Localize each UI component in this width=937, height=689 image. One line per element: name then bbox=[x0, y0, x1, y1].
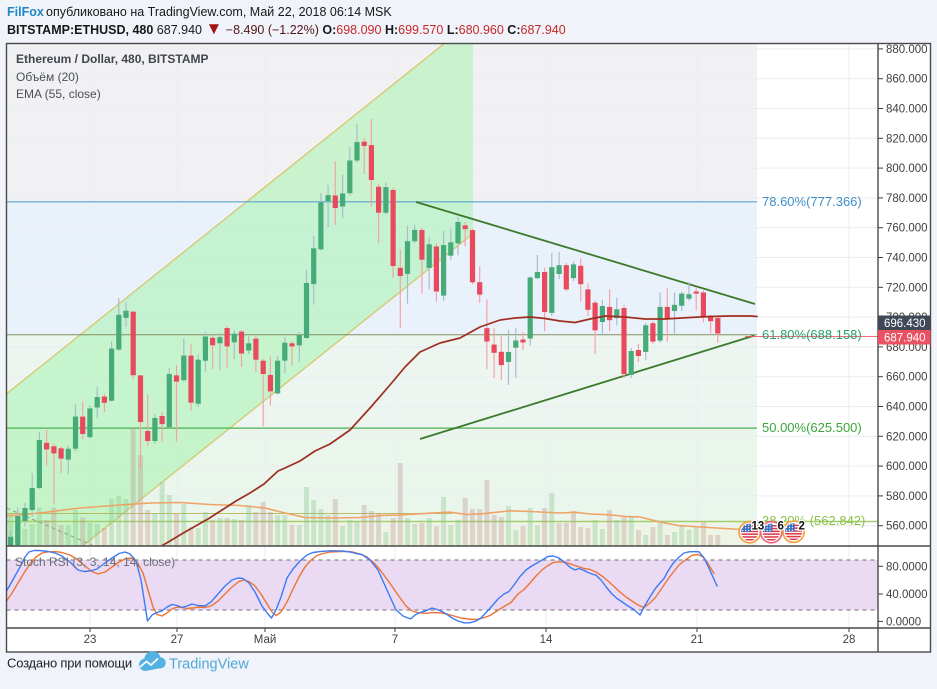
svg-text:TradingView: TradingView bbox=[169, 657, 249, 673]
svg-text:EMA (55, close): EMA (55, close) bbox=[16, 87, 101, 101]
svg-text:14: 14 bbox=[540, 634, 553, 646]
svg-text:опубликовано на TradingView.co: опубликовано на TradingView.com, Май 22,… bbox=[46, 5, 392, 19]
svg-text:Stoch RSI (3, 3, 14, 14, close: Stoch RSI (3, 3, 14, 14, close) bbox=[15, 555, 175, 569]
svg-text:Май: Май bbox=[254, 634, 277, 646]
svg-text:696.430: 696.430 bbox=[884, 318, 926, 330]
svg-text:560.000: 560.000 bbox=[886, 521, 928, 533]
svg-text:Ethereum / Dollar, 480, BITSTA: Ethereum / Dollar, 480, BITSTAMP bbox=[16, 52, 209, 66]
svg-text:720.000: 720.000 bbox=[886, 282, 928, 294]
svg-text:23: 23 bbox=[84, 634, 97, 646]
svg-text:660.000: 660.000 bbox=[886, 372, 928, 384]
svg-text:600.000: 600.000 bbox=[886, 461, 928, 473]
svg-text:860.000: 860.000 bbox=[886, 74, 928, 86]
svg-text:820.000: 820.000 bbox=[886, 133, 928, 145]
svg-text:640.000: 640.000 bbox=[886, 402, 928, 414]
svg-text:760.000: 760.000 bbox=[886, 223, 928, 235]
svg-text:740.000: 740.000 bbox=[886, 253, 928, 265]
svg-text:61.80%(688.158): 61.80%(688.158) bbox=[762, 327, 862, 342]
svg-text:7: 7 bbox=[392, 634, 398, 646]
svg-text:780.000: 780.000 bbox=[886, 193, 928, 205]
svg-text:6: 6 bbox=[778, 521, 784, 533]
svg-text:580.000: 580.000 bbox=[886, 491, 928, 503]
svg-text:620.000: 620.000 bbox=[886, 431, 928, 443]
svg-text:50.00%(625.500): 50.00%(625.500) bbox=[762, 420, 862, 435]
svg-text:Создано при помощи: Создано при помощи bbox=[7, 656, 132, 671]
svg-text:40.0000: 40.0000 bbox=[886, 589, 928, 601]
svg-text:0.0000: 0.0000 bbox=[886, 616, 921, 628]
svg-text:687.940: 687.940 bbox=[884, 333, 926, 345]
svg-text:BITSTAMP:ETHUSD, 480 687.940 ▼: BITSTAMP:ETHUSD, 480 687.940 ▼ −8.490 (−… bbox=[7, 19, 566, 38]
svg-text:FilFox: FilFox bbox=[7, 5, 44, 19]
svg-text:800.000: 800.000 bbox=[886, 163, 928, 175]
svg-text:80.0000: 80.0000 bbox=[886, 561, 928, 573]
svg-text:27: 27 bbox=[171, 634, 184, 646]
svg-text:13: 13 bbox=[752, 521, 765, 533]
svg-text:21: 21 bbox=[691, 634, 704, 646]
svg-text:680.000: 680.000 bbox=[886, 342, 928, 354]
svg-text:78.60%(777.366): 78.60%(777.366) bbox=[762, 194, 862, 209]
svg-text:28: 28 bbox=[843, 634, 856, 646]
svg-text:840.000: 840.000 bbox=[886, 104, 928, 116]
svg-text:Объём (20): Объём (20) bbox=[16, 70, 79, 84]
svg-text:2: 2 bbox=[799, 521, 805, 533]
svg-text:880.000: 880.000 bbox=[886, 44, 928, 56]
